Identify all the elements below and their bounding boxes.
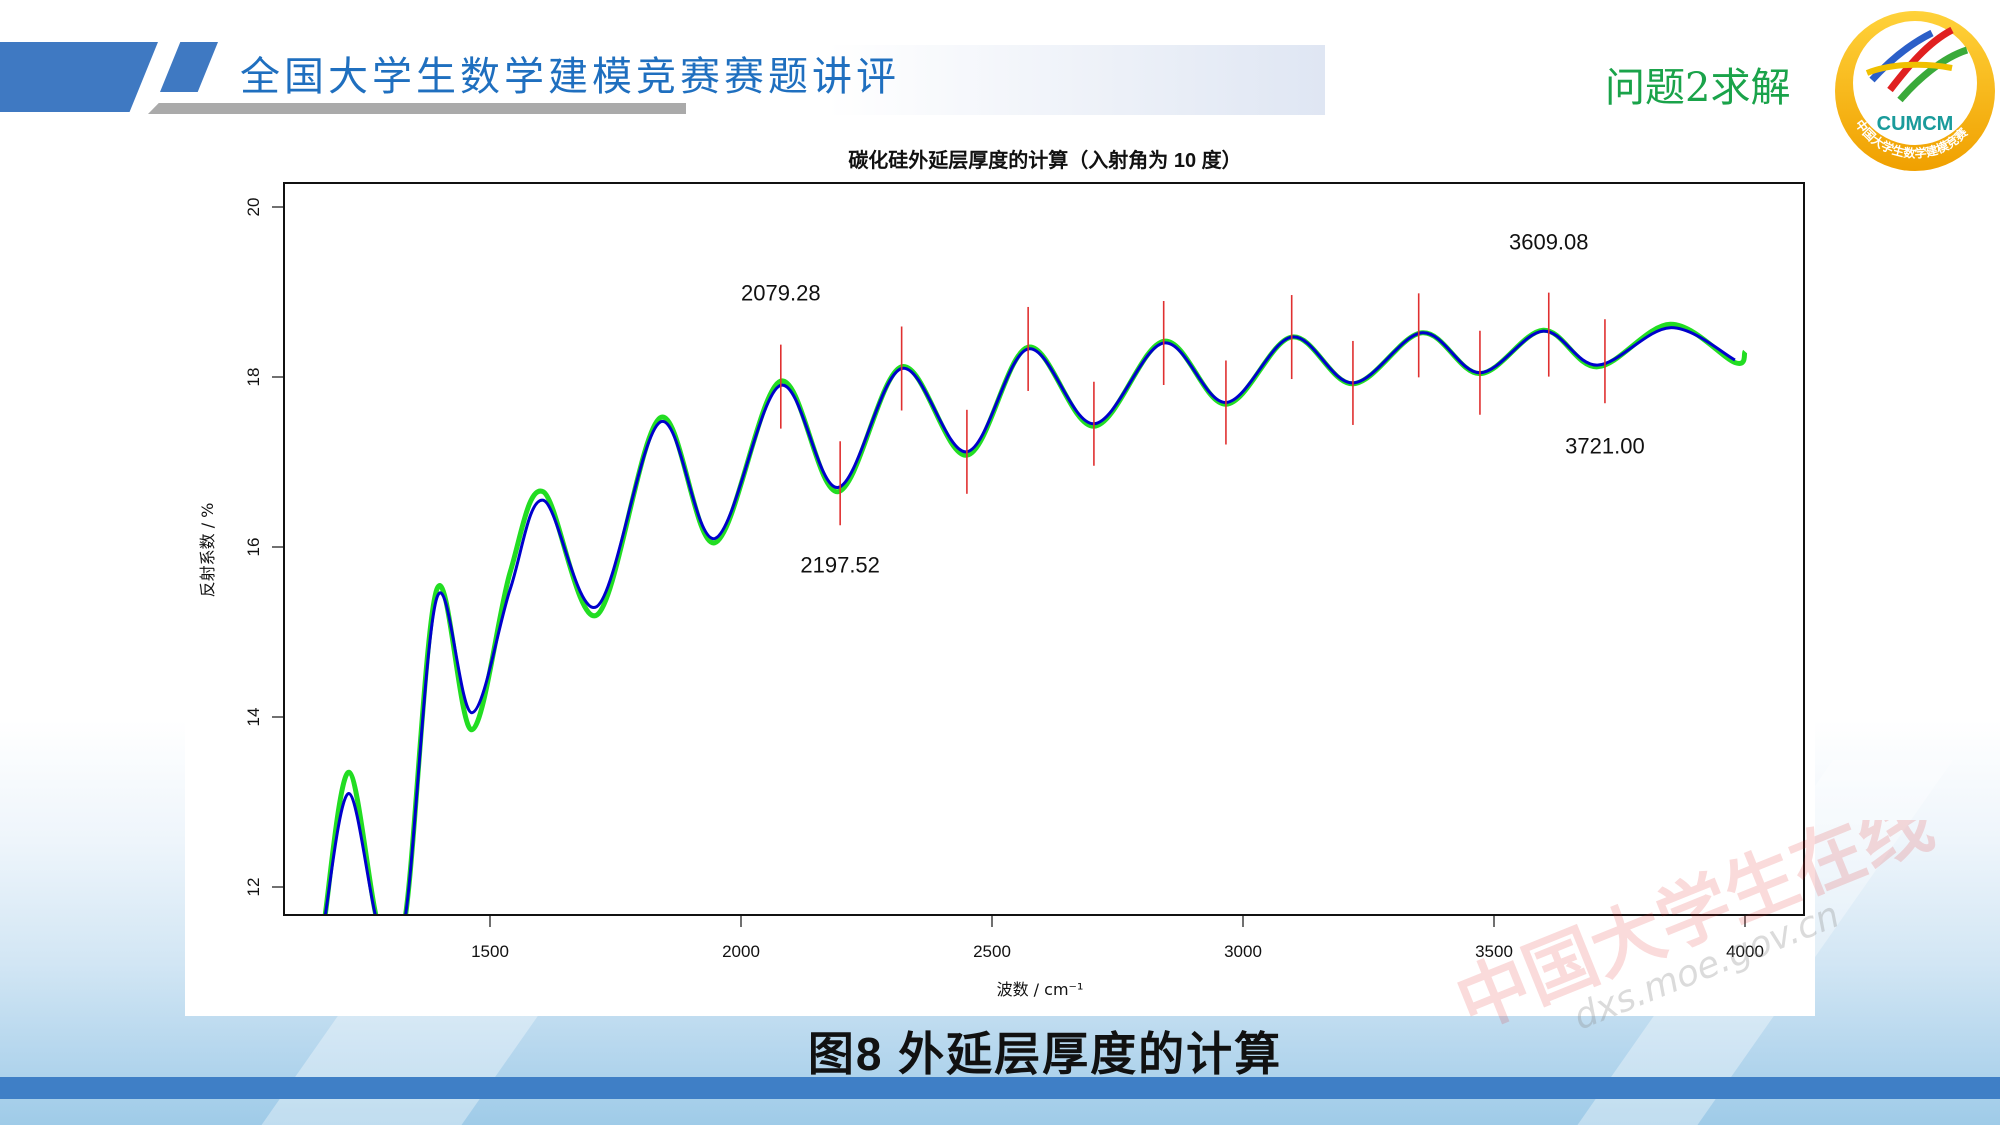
x-tick-label: 3500 — [1475, 942, 1513, 961]
logo-red-stroke — [1887, 26, 1954, 93]
logo-blue-stroke — [1869, 29, 1934, 83]
svg-text:CUMCM: CUMCM — [1877, 113, 1954, 135]
footer-band — [0, 1077, 2000, 1099]
y-axis-label: 反射系数 / % — [198, 503, 217, 598]
y-tick-label: 14 — [244, 708, 263, 727]
extremum-annotation: 2079.28 — [741, 281, 821, 306]
x-axis-label: 波数 / cm⁻¹ — [997, 980, 1084, 999]
cumcm-logo: CUMCM 中国大学生数学建模竞赛 — [1835, 11, 1995, 171]
x-tick-label: 2000 — [722, 942, 760, 961]
extremum-annotation: 2197.52 — [800, 553, 880, 578]
logo-yellow-stroke — [1865, 61, 1953, 76]
y-tick-label: 20 — [244, 198, 263, 217]
header-accent-bar — [0, 42, 158, 112]
fitted-curve — [323, 326, 1736, 915]
y-tick-label: 16 — [244, 538, 263, 557]
y-tick-label: 18 — [244, 368, 263, 387]
x-tick-label: 3000 — [1224, 942, 1262, 961]
slide-header-title: 全国大学生数学建模竞赛赛题讲评 — [240, 54, 900, 100]
chart-title: 碳化硅外延层厚度的计算（入射角为 10 度） — [848, 150, 1242, 172]
header-underline — [148, 103, 686, 114]
figure-caption: 图8 外延层厚度的计算 — [807, 1028, 1283, 1080]
section-title: 问题2求解 — [1605, 65, 1791, 111]
x-tick-label: 1500 — [471, 942, 509, 961]
y-tick-label: 12 — [244, 878, 263, 897]
chart-panel — [185, 136, 1815, 1016]
x-tick-label: 4000 — [1726, 942, 1764, 961]
x-tick-label: 2500 — [973, 942, 1011, 961]
logo-green-stroke — [1897, 46, 1969, 103]
extremum-annotation: 3721.00 — [1565, 434, 1645, 459]
measured-curve — [322, 321, 1748, 915]
plot-frame — [283, 182, 1805, 916]
extremum-annotation: 3609.08 — [1509, 230, 1589, 255]
